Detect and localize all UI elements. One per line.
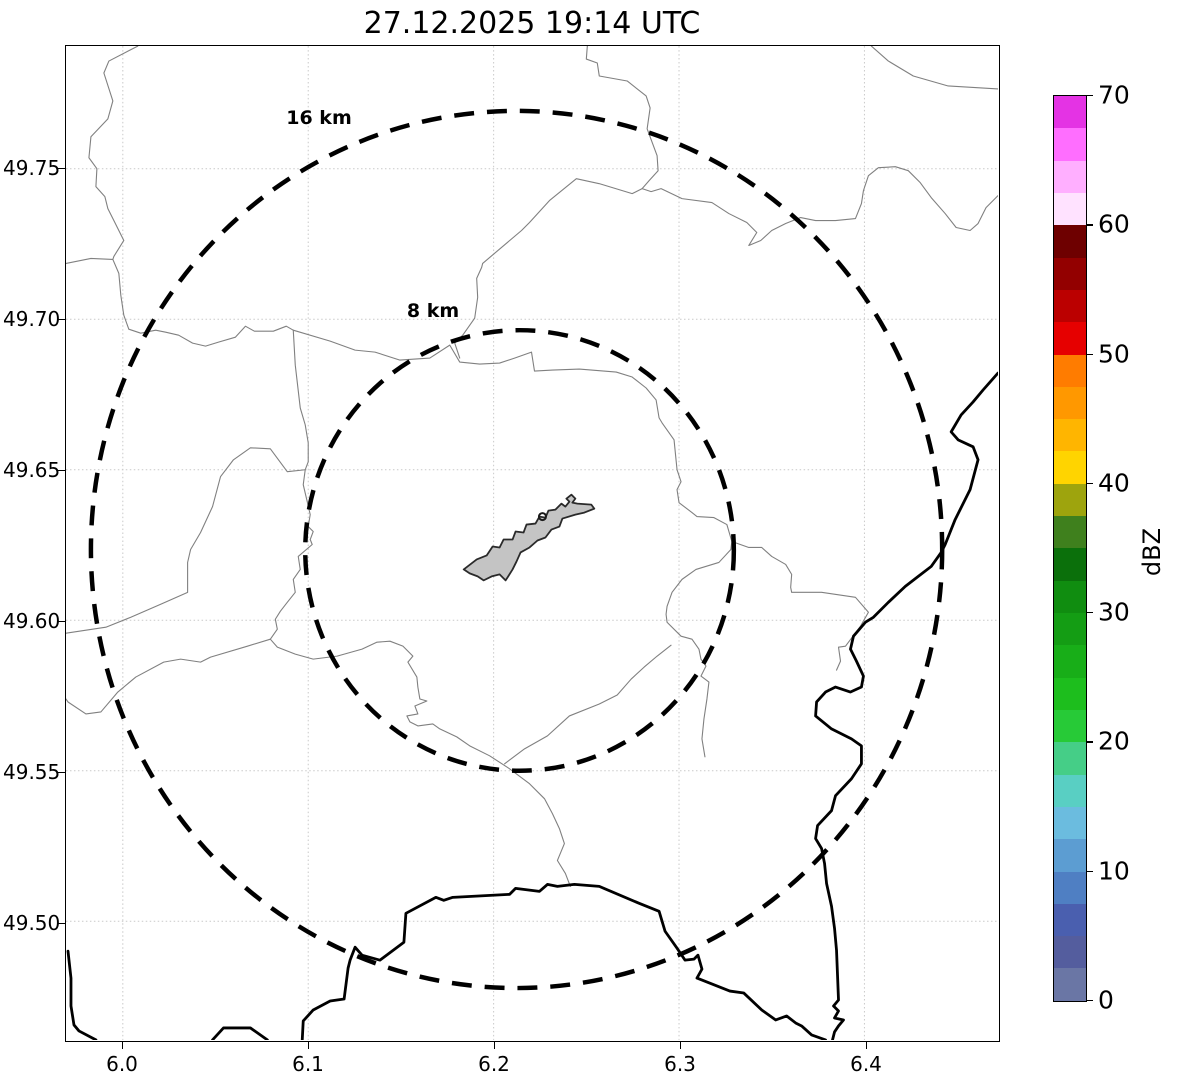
y-tick-label: 49.70: [3, 307, 61, 331]
country-border-line: [66, 949, 98, 1040]
colorbar-band: [1054, 709, 1086, 743]
x-tick-label: 6.4: [850, 1052, 882, 1076]
colorbar-tick-label: 10: [1098, 856, 1130, 886]
colorbar-band: [1054, 96, 1086, 129]
country-border-line: [211, 1026, 269, 1040]
colorbar-band: [1054, 483, 1086, 517]
x-tick-label: 6.3: [664, 1052, 696, 1076]
colorbar-tick-label: 60: [1098, 209, 1130, 239]
y-tick-mark: [58, 621, 65, 623]
river-line: [504, 644, 672, 765]
y-tick-mark: [58, 168, 65, 170]
colorbar-band: [1054, 257, 1086, 290]
map-canvas: [66, 46, 998, 1040]
colorbar-band: [1054, 677, 1086, 710]
river-line: [66, 638, 271, 715]
colorbar-band: [1054, 839, 1086, 872]
colorbar-tick-mark: [1086, 224, 1093, 226]
colorbar-tick-label: 0: [1098, 985, 1114, 1015]
river-line: [870, 46, 998, 90]
river-line: [269, 329, 314, 640]
colorbar-band: [1054, 354, 1086, 387]
x-tick-mark: [680, 1042, 682, 1049]
colorbar-tick-mark: [1086, 353, 1093, 355]
y-tick-label: 49.60: [3, 609, 61, 633]
colorbar-band: [1054, 968, 1086, 1001]
range-ring: [302, 327, 737, 774]
x-tick-label: 6.1: [292, 1052, 324, 1076]
colorbar-tick-mark: [1086, 1000, 1093, 1002]
colorbar-band: [1054, 160, 1086, 193]
river-line: [585, 46, 998, 247]
colorbar-tick-label: 40: [1098, 468, 1130, 498]
river-line: [66, 257, 114, 264]
colorbar-band: [1054, 419, 1086, 452]
colorbar-tick-label: 30: [1098, 597, 1130, 627]
colorbar-band: [1054, 192, 1086, 226]
colorbar-band: [1054, 774, 1086, 807]
range-ring: [88, 108, 945, 991]
y-tick-mark: [58, 772, 65, 774]
colorbar-band: [1054, 516, 1086, 549]
colorbar-tick-label: 50: [1098, 339, 1130, 369]
colorbar-tick-mark: [1086, 95, 1093, 97]
colorbar: [1053, 95, 1087, 1002]
y-tick-mark: [58, 470, 65, 472]
colorbar-band: [1054, 645, 1086, 678]
x-tick-mark: [494, 1042, 496, 1049]
colorbar-tick-mark: [1086, 612, 1093, 614]
country-border-line: [814, 371, 998, 1040]
x-tick-label: 6.0: [106, 1052, 138, 1076]
x-tick-mark: [308, 1042, 310, 1049]
colorbar-tick-label: 20: [1098, 726, 1130, 756]
colorbar-axis-label: dBZ: [1138, 527, 1166, 577]
river-line: [731, 540, 869, 671]
colorbar-band: [1054, 742, 1086, 775]
country-border-line: [300, 883, 827, 1040]
colorbar-band: [1054, 322, 1086, 355]
colorbar-band: [1054, 936, 1086, 969]
y-tick-mark: [58, 319, 65, 321]
y-tick-label: 49.65: [3, 458, 61, 482]
colorbar-tick-mark: [1086, 482, 1093, 485]
river-line: [66, 447, 306, 634]
colorbar-band: [1054, 225, 1086, 258]
colorbar-band: [1054, 386, 1086, 420]
colorbar-band: [1054, 806, 1086, 840]
y-tick-mark: [58, 923, 65, 925]
map-plot-area: 16 km 8 km: [65, 45, 1000, 1042]
colorbar-band: [1054, 128, 1086, 161]
colorbar-band: [1054, 871, 1086, 904]
radar-site-marker: [537, 512, 547, 522]
river-line: [665, 540, 733, 758]
colorbar-band: [1054, 548, 1086, 581]
x-tick-label: 6.2: [478, 1052, 510, 1076]
y-tick-label: 49.75: [3, 156, 61, 180]
y-tick-label: 49.50: [3, 911, 61, 935]
x-tick-mark: [122, 1042, 124, 1049]
colorbar-tick-mark: [1086, 741, 1093, 743]
colorbar-tick-label: 70: [1098, 80, 1130, 110]
urban-area-polygon: [462, 493, 596, 582]
y-tick-label: 49.55: [3, 760, 61, 784]
colorbar-band: [1054, 613, 1086, 646]
colorbar-band: [1054, 289, 1086, 323]
colorbar-tick-mark: [1086, 870, 1093, 873]
river-line: [269, 638, 571, 887]
range-ring-label-8km: 8 km: [406, 300, 460, 322]
plot-title: 27.12.2025 19:14 UTC: [363, 6, 701, 41]
colorbar-band: [1054, 451, 1086, 484]
x-tick-mark: [866, 1042, 868, 1049]
colorbar-band: [1054, 903, 1086, 937]
colorbar-band: [1054, 580, 1086, 613]
river-line: [88, 46, 733, 543]
range-ring-label-16km: 16 km: [286, 107, 352, 129]
river-line: [454, 178, 643, 359]
